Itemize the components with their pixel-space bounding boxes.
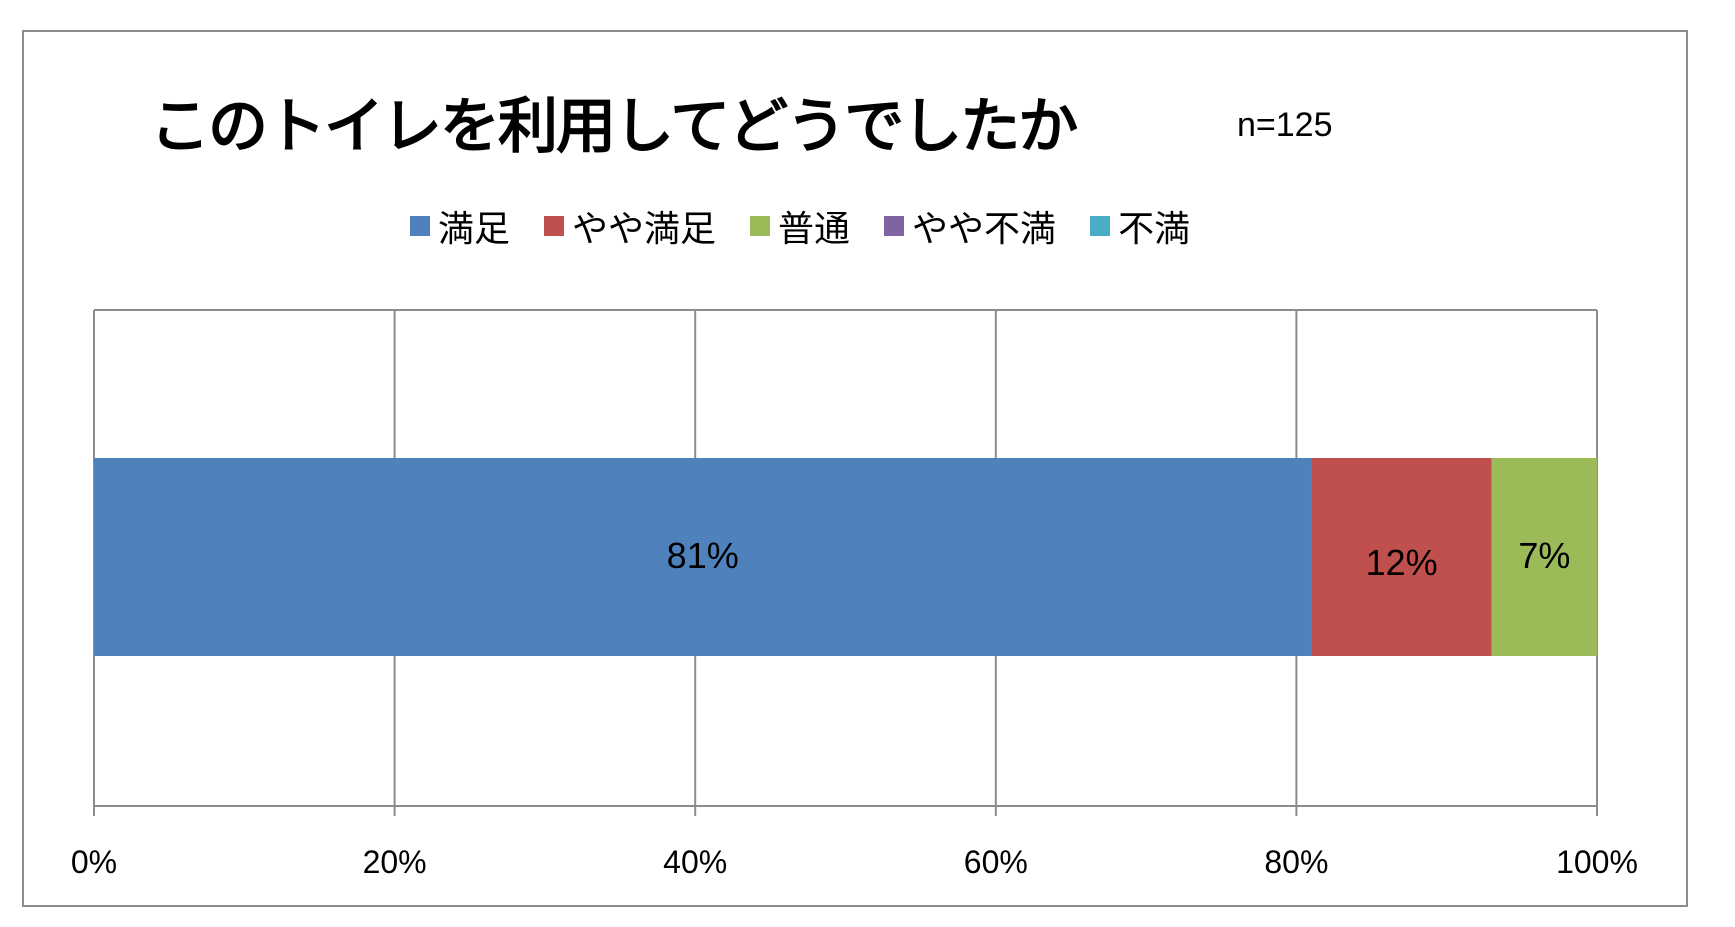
x-tick-label: 0% xyxy=(71,844,117,880)
legend-swatch xyxy=(410,216,430,236)
bar-segment xyxy=(1491,458,1597,656)
legend-swatch xyxy=(1090,216,1111,236)
legend-label: 不満 xyxy=(1118,209,1191,250)
chart-frame xyxy=(22,30,1688,907)
data-label: 7% xyxy=(1518,535,1570,576)
x-tick-label: 60% xyxy=(964,844,1028,880)
legend-label: やや不満 xyxy=(912,209,1057,250)
legend-item: やや満足 xyxy=(544,200,716,252)
x-tick-label: 40% xyxy=(663,844,727,880)
legend-item: 普通 xyxy=(750,200,850,252)
chart-title: このトイレを利用してどうでしたか xyxy=(150,92,1078,162)
legend-label: 普通 xyxy=(778,209,851,250)
legend-swatch xyxy=(884,216,905,236)
bar-segment xyxy=(1311,458,1492,656)
data-label: 12% xyxy=(1366,542,1438,583)
x-tick-label: 100% xyxy=(1556,844,1638,880)
data-label: 81% xyxy=(667,535,739,576)
x-tick-label: 80% xyxy=(1264,844,1328,880)
chart-subtitle: n=125 xyxy=(1237,106,1333,144)
x-tick-label: 20% xyxy=(363,844,427,880)
legend-item: 満足 xyxy=(410,200,510,252)
bar-segment xyxy=(94,458,1312,656)
legend-label: やや満足 xyxy=(572,209,717,250)
legend-item: 不満 xyxy=(1090,200,1190,252)
legend-swatch xyxy=(544,216,565,236)
legend-item: やや不満 xyxy=(884,200,1056,252)
legend: 満足 やや満足 普通 やや不満 不満 xyxy=(410,200,1190,252)
legend-swatch xyxy=(750,216,771,236)
legend-label: 満足 xyxy=(438,209,511,250)
